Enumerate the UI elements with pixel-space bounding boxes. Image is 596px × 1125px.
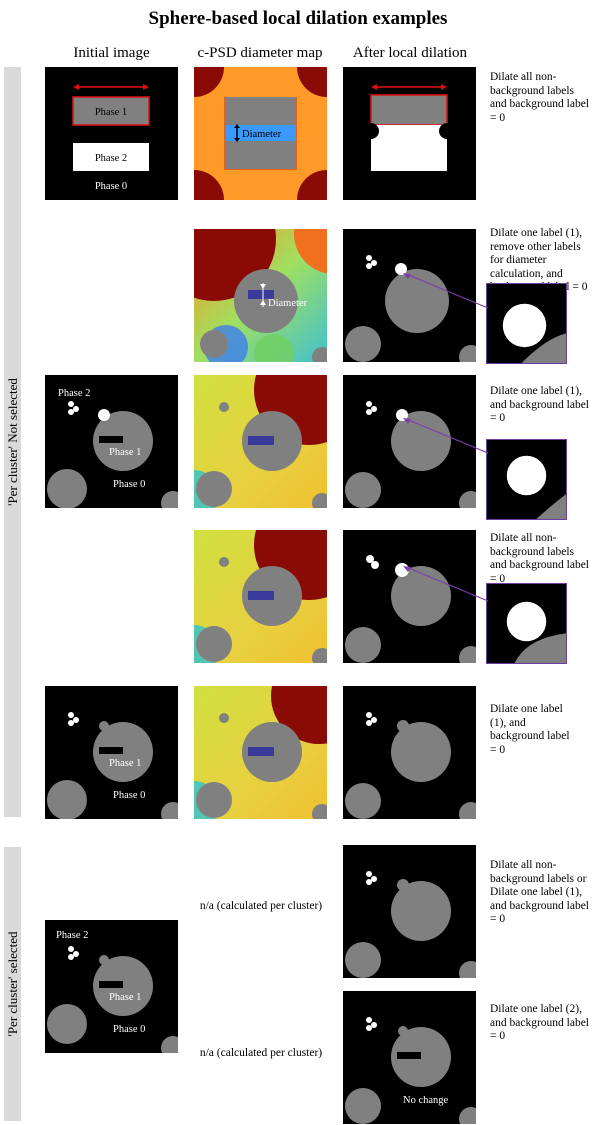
na-text-2: n/a (calculated per cluster) (199, 1047, 323, 1059)
label-phase0: Phase 0 (113, 790, 145, 801)
row4-inset-zoom (486, 583, 567, 664)
label-diameter-2: Diameter (268, 298, 308, 309)
column-header-initial: Initial image (73, 45, 150, 61)
side-bar-selected: 'Per cluster' selected (4, 847, 21, 1121)
row5-cpsd-map (194, 686, 327, 819)
row1-cpsd-map: Diameter (194, 67, 327, 200)
row3-after-dilation (343, 375, 476, 508)
row3-inset-zoom (486, 439, 567, 520)
label-diameter: Diameter (242, 129, 282, 140)
row2-zoom-arrow (403, 273, 489, 309)
row5-initial-image: Phase 1 Phase 0 (45, 686, 178, 819)
side-label-not-selected: 'Per cluster' Not selected (4, 378, 20, 506)
label-phase0: Phase 0 (113, 479, 145, 490)
label-phase2: Phase 2 (58, 388, 90, 399)
label-phase1: Phase 1 (109, 758, 141, 769)
column-header-cpsd: c-PSD diameter map (197, 45, 323, 61)
label-no-change: No change (403, 1095, 449, 1106)
note-3: Dilate one label (1), and background lab… (490, 385, 589, 424)
row4-cpsd-map (194, 530, 327, 663)
label-phase2: Phase 2 (56, 930, 88, 941)
row3-zoom-arrow (403, 418, 489, 454)
row6-after-dilation (343, 845, 476, 978)
row3-initial-image: Phase 2 Phase 1 Phase 0 (45, 375, 178, 508)
label-phase1: Phase 1 (95, 107, 127, 118)
row3-cpsd-map (194, 375, 327, 508)
row2-inset-zoom (486, 283, 567, 364)
row5-after-dilation (343, 686, 476, 819)
side-bar-not-selected: 'Per cluster' Not selected (4, 67, 21, 817)
note-1: Dilate all non-background labels and bac… (490, 71, 589, 124)
na-text-1: n/a (calculated per cluster) (199, 900, 323, 912)
note-7: Dilate one label (2), and background lab… (490, 1003, 589, 1042)
row1-initial-image: Phase 1 Phase 2 Phase 0 (45, 67, 178, 200)
row4-zoom-arrow (403, 566, 489, 602)
note-4: Dilate all non-background labels and bac… (490, 532, 589, 585)
column-header-after: After local dilation (352, 45, 468, 61)
figure-title: Sphere-based local dilation examples (148, 8, 448, 29)
label-phase2: Phase 2 (95, 153, 127, 164)
row1-after-dilation (343, 67, 476, 200)
label-phase1: Phase 1 (109, 447, 141, 458)
label-phase0: Phase 0 (95, 181, 127, 192)
label-phase0: Phase 0 (113, 1024, 145, 1035)
note-6: Dilate all non-background labels or Dila… (490, 859, 589, 925)
label-phase1: Phase 1 (109, 992, 141, 1003)
row6-initial-image: Phase 2 Phase 1 Phase 0 (45, 920, 178, 1053)
note-5: Dilate one label (1), and background lab… (490, 703, 570, 756)
side-label-selected: 'Per cluster' selected (4, 931, 20, 1037)
row7-after-dilation: No change (343, 991, 476, 1124)
row2-after-dilation (343, 229, 476, 362)
row2-cpsd-map: Diameter (194, 229, 327, 362)
row4-after-dilation (343, 530, 476, 663)
